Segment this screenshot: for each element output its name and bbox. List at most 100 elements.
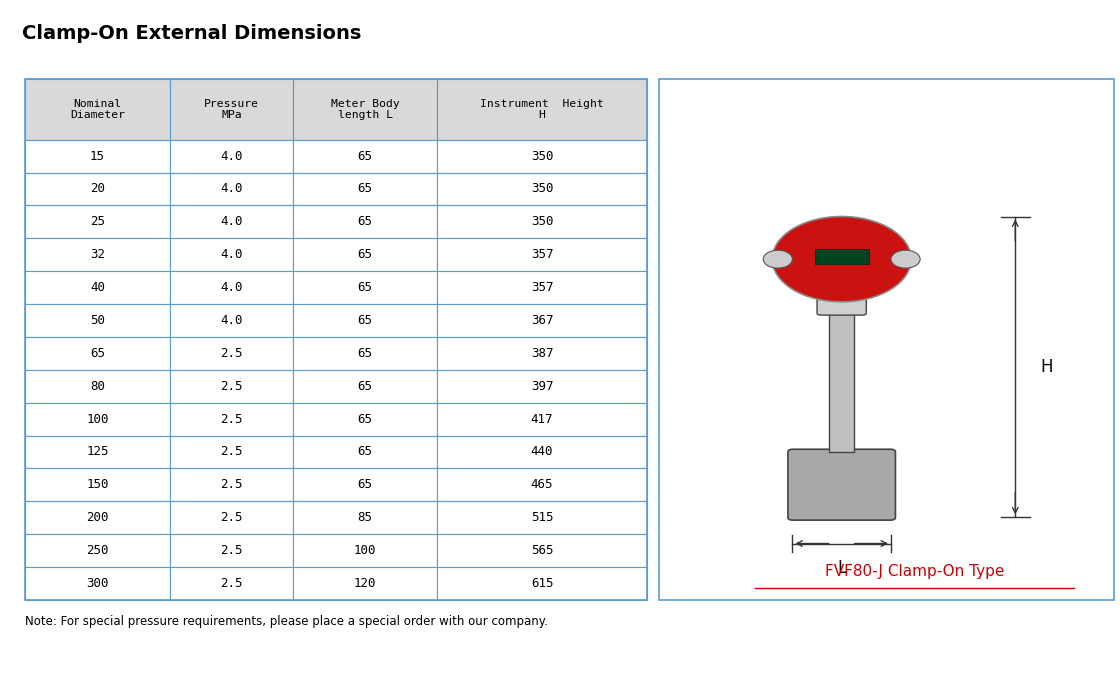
Bar	[437, 370, 647, 402]
Bar	[829, 308, 853, 452]
Bar	[170, 337, 293, 370]
Bar	[293, 271, 437, 304]
Circle shape	[892, 250, 921, 268]
Text: 417: 417	[531, 413, 553, 426]
Text: 397: 397	[531, 380, 553, 393]
Text: 4.0: 4.0	[221, 248, 243, 261]
Bar	[814, 249, 869, 264]
Text: 200: 200	[86, 511, 109, 524]
Bar	[25, 436, 170, 469]
Text: 15: 15	[90, 149, 105, 162]
Text: H: H	[1039, 358, 1053, 376]
Text: 50: 50	[90, 314, 105, 327]
Text: 4.0: 4.0	[221, 281, 243, 294]
Text: 85: 85	[357, 511, 373, 524]
Text: 357: 357	[531, 248, 553, 261]
Text: 125: 125	[86, 446, 109, 458]
Bar	[25, 502, 170, 534]
Text: 440: 440	[531, 446, 553, 458]
FancyBboxPatch shape	[787, 449, 895, 520]
Bar	[170, 567, 293, 600]
Bar	[25, 469, 170, 502]
Bar	[437, 79, 647, 140]
Text: 300: 300	[86, 577, 109, 590]
Bar	[25, 567, 170, 600]
Bar	[437, 173, 647, 206]
Text: Clamp-On External Dimensions: Clamp-On External Dimensions	[22, 24, 362, 43]
Bar	[170, 370, 293, 402]
Text: 2.5: 2.5	[221, 478, 243, 491]
Text: 350: 350	[531, 182, 553, 195]
Bar	[293, 402, 437, 436]
Bar	[293, 173, 437, 206]
Text: 250: 250	[86, 544, 109, 557]
Text: FVF80-J Clamp-On Type: FVF80-J Clamp-On Type	[824, 563, 1005, 579]
Bar	[437, 534, 647, 567]
Bar	[170, 238, 293, 271]
Bar	[170, 271, 293, 304]
Bar	[437, 238, 647, 271]
Bar	[170, 79, 293, 140]
Text: 465: 465	[531, 478, 553, 491]
Bar	[170, 140, 293, 173]
Text: 65: 65	[357, 446, 373, 458]
Bar	[437, 140, 647, 173]
Bar	[25, 304, 170, 337]
Circle shape	[773, 217, 911, 302]
Text: 32: 32	[90, 248, 105, 261]
Bar	[25, 79, 170, 140]
Bar	[437, 567, 647, 600]
Text: 80: 80	[90, 380, 105, 393]
FancyBboxPatch shape	[816, 285, 867, 315]
Text: 65: 65	[357, 380, 373, 393]
Bar	[293, 238, 437, 271]
Text: 2.5: 2.5	[221, 347, 243, 360]
Text: 615: 615	[531, 577, 553, 590]
Bar	[170, 502, 293, 534]
Text: Note: For special pressure requirements, please place a special order with our c: Note: For special pressure requirements,…	[25, 615, 548, 628]
Text: 25: 25	[90, 215, 105, 228]
Bar	[293, 436, 437, 469]
Text: 65: 65	[357, 347, 373, 360]
Bar	[293, 567, 437, 600]
Bar	[293, 79, 437, 140]
Text: 367: 367	[531, 314, 553, 327]
Text: 387: 387	[531, 347, 553, 360]
Bar	[437, 271, 647, 304]
Text: 120: 120	[354, 577, 376, 590]
Bar	[293, 469, 437, 502]
Text: 2.5: 2.5	[221, 413, 243, 426]
Bar	[293, 534, 437, 567]
Bar	[437, 502, 647, 534]
Text: Instrument  Height
H: Instrument Height H	[480, 98, 604, 120]
Bar	[293, 370, 437, 402]
Bar	[437, 206, 647, 238]
Text: 65: 65	[90, 347, 105, 360]
Bar	[437, 469, 647, 502]
Text: 65: 65	[357, 413, 373, 426]
Text: 4.0: 4.0	[221, 314, 243, 327]
Text: 565: 565	[531, 544, 553, 557]
Bar	[170, 304, 293, 337]
Text: 2.5: 2.5	[221, 380, 243, 393]
Circle shape	[763, 250, 792, 268]
Bar	[293, 337, 437, 370]
Bar	[437, 337, 647, 370]
Text: 4.0: 4.0	[221, 149, 243, 162]
Bar	[170, 173, 293, 206]
Bar	[293, 140, 437, 173]
Text: 150: 150	[86, 478, 109, 491]
Bar	[25, 206, 170, 238]
Text: 2.5: 2.5	[221, 511, 243, 524]
Text: Meter Body
length L: Meter Body length L	[330, 98, 400, 120]
Bar	[437, 402, 647, 436]
Bar	[25, 402, 170, 436]
Bar	[25, 140, 170, 173]
Text: 65: 65	[357, 281, 373, 294]
Bar	[25, 238, 170, 271]
Bar	[170, 402, 293, 436]
Text: 515: 515	[531, 511, 553, 524]
Bar	[170, 436, 293, 469]
Text: 65: 65	[357, 149, 373, 162]
Text: 350: 350	[531, 215, 553, 228]
